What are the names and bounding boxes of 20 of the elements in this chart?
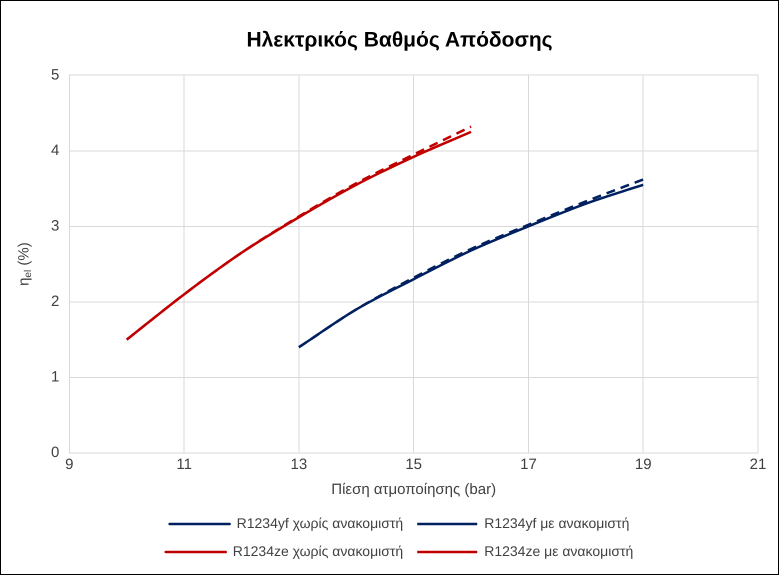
legend-label: R1234yf χωρίς ανακομιστή [236,514,404,531]
legend-label: R1234ze με ανακομιστή [484,542,634,559]
y-tick-label: 4 [51,142,60,159]
x-tick-label: 9 [65,456,74,474]
chart-title: Ηλεκτρικός Βαθμός Απόδοσης [246,28,553,52]
y-tick-label: 2 [51,293,60,310]
x-tick-label: 15 [405,456,422,474]
y-tick-label: 0 [51,444,60,462]
y-tick-label: 1 [51,368,60,386]
x-tick-label: 11 [176,456,192,474]
legend-label: R1234ze χωρίς ανακομιστή [232,542,404,559]
x-tick-label: 21 [750,456,766,474]
x-tick-label: 13 [290,456,308,474]
x-tick-label: 17 [520,456,537,474]
x-tick-label: 19 [634,456,652,474]
legend-label: R1234yf με ανακομιστή [484,514,630,531]
x-axis-title: Πίεση ατμοποίησης (bar) [331,481,496,498]
y-tick-label: 3 [51,217,60,234]
y-axis-title: ηel (%) [15,242,34,286]
y-tick-label: 5 [51,66,60,84]
